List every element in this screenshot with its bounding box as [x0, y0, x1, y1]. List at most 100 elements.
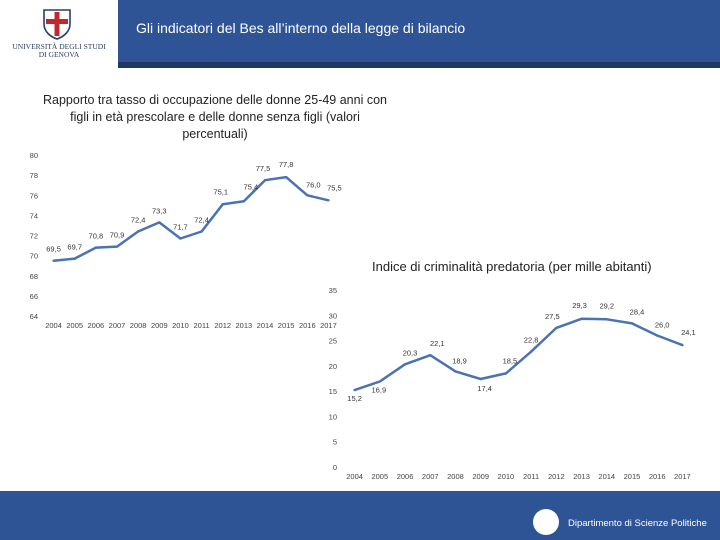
chart1-data-label-8: 75,1 [213, 187, 228, 196]
chart1-point-11 [284, 175, 288, 179]
chart1-x-tick-4: 2008 [130, 321, 147, 330]
university-name-line2: DI GENOVA [38, 50, 80, 59]
chart2-x-tick-13: 2017 [674, 472, 691, 481]
chart2-y-tick-5: 25 [329, 337, 337, 346]
chart1-point-10 [263, 178, 267, 182]
university-logo[interactable]: UNIVERSITÀ DEGLI STUDI DI GENOVA [0, 0, 118, 68]
chart1-point-7 [200, 230, 203, 233]
chart1-y-tick-2: 68 [30, 272, 38, 281]
chart2-y-tick-6: 30 [329, 311, 337, 320]
chart2-data-label-4: 18,9 [452, 356, 467, 365]
chart2-y-tick-2: 10 [329, 412, 337, 421]
chart2-point-2 [403, 363, 407, 366]
chart1-data-label-2: 70,8 [89, 232, 104, 241]
chart2-data-label-3: 22,1 [430, 339, 445, 348]
chart1-occupazione: 64 66 68 70 72 74 76 78 80 2004 2005 2006 2007 2008 20… [30, 151, 342, 330]
footer [0, 491, 720, 540]
chart1-data-label-7: 72,4 [194, 215, 209, 224]
chart1-y-tick-6: 76 [30, 191, 38, 200]
chart2-x-tick-8: 2012 [548, 472, 565, 481]
chart2-point-10 [605, 318, 608, 321]
chart1-y-tick-8: 80 [30, 151, 38, 160]
chart1-data-label-0: 69,5 [46, 245, 61, 254]
chart2-data-label-5: 17,4 [477, 384, 492, 393]
chart1-y-tick-0: 64 [30, 312, 38, 321]
header: UNIVERSITÀ DEGLI STUDI DI GENOVA Gli ind… [0, 0, 720, 68]
chart2-x-tick-0: 2004 [346, 472, 363, 481]
chart2-y-tick-0: 0 [333, 463, 337, 472]
chart1-data-label-4: 72,4 [131, 215, 146, 224]
university-crest-icon [43, 9, 71, 40]
chart1-x-tick-3: 2007 [109, 321, 126, 330]
chart2-x-tick-7: 2011 [523, 472, 539, 481]
chart1-y-tick-1: 66 [30, 292, 38, 301]
chart1-series-line [53, 175, 329, 262]
chart2-point-8 [555, 326, 558, 330]
chart2-series-line [354, 317, 683, 392]
chart2-y-tick-7: 35 [329, 286, 337, 295]
chart1-data-label-6: 71,7 [173, 223, 188, 232]
chart2-x-tick-3: 2007 [422, 472, 439, 481]
chart1-x-tick-2: 2006 [88, 321, 105, 330]
chart1-x-tick-11: 2015 [278, 321, 295, 330]
chart2-x-tick-4: 2008 [447, 472, 464, 481]
chart2-data-label-12: 26,0 [655, 321, 670, 330]
chart2-x-tick-11: 2015 [624, 472, 641, 481]
chart2-title: Indice di criminalità predatoria (per mi… [372, 259, 652, 274]
chart2-x-tick-6: 2010 [498, 472, 515, 481]
chart1-y-tick-4: 72 [30, 232, 38, 241]
chart1-title: Rapporto tra tasso di occupazione delle … [43, 93, 387, 141]
chart1-data-label-3: 70,9 [110, 231, 125, 240]
chart1-data-label-11: 77,8 [279, 160, 294, 169]
chart1-x-tick-13: 2017 [320, 321, 337, 330]
chart2-data-label-9: 29,3 [572, 301, 587, 310]
chart1-x-tick-6: 2010 [172, 321, 189, 330]
chart2-data-label-8: 27,5 [545, 312, 560, 321]
chart2-data-label-10: 29,2 [599, 301, 614, 310]
chart2-point-11 [630, 322, 634, 325]
chart2-x-tick-12: 2016 [649, 472, 666, 481]
chart1-point-9 [242, 200, 246, 203]
chart1-x-tick-0: 2004 [45, 321, 62, 330]
chart2-x-tick-10: 2014 [598, 472, 615, 481]
chart1-data-label-9: 75,4 [244, 182, 259, 191]
chart2-point-5 [479, 377, 482, 381]
chart2-data-label-2: 20,3 [403, 348, 418, 357]
chart1-point-5 [158, 221, 161, 224]
department-label: Dipartimento di Scienze Politiche [568, 518, 707, 529]
chart2-point-4 [454, 370, 457, 373]
chart1-point-4 [136, 230, 140, 233]
chart2-data-label-1: 16,9 [372, 386, 387, 395]
university-name: UNIVERSITÀ DEGLI STUDI DI GENOVA [4, 43, 114, 59]
chart2-y-tick-3: 15 [329, 387, 337, 396]
chart1-point-8 [221, 203, 224, 206]
chart1-x-tick-8: 2012 [214, 321, 231, 330]
chart1-x-tick-5: 2009 [151, 321, 168, 330]
chart2-criminalita: 0 5 10 15 20 25 30 35 2004 2005 2006 2007 2008 2009 20… [329, 286, 696, 481]
chart2-data-label-11: 28,4 [630, 307, 645, 316]
chart2-point-6 [504, 372, 508, 375]
chart1-x-tick-9: 2013 [236, 321, 253, 330]
chart1-data-label-1: 69,7 [67, 243, 82, 252]
chart1-x-tick-7: 2011 [194, 321, 210, 330]
chart1-data-label-12: 76,0 [306, 180, 321, 189]
chart2-data-label-6: 18,5 [503, 356, 518, 365]
university-name-line1: UNIVERSITÀ DEGLI STUDI [12, 42, 106, 51]
chart1-data-label-5: 73,3 [152, 206, 167, 215]
chart1-x-tick-12: 2016 [299, 321, 316, 330]
chart1-point-3 [115, 245, 119, 248]
chart2-x-tick-9: 2013 [573, 472, 590, 481]
chart1-point-13 [327, 199, 330, 202]
chart2-y-tick-4: 20 [329, 362, 337, 371]
slide-title: Gli indicatori del Bes all’interno della… [136, 20, 466, 36]
header-separator [118, 62, 720, 68]
department-seal-icon [533, 509, 559, 535]
header-band [118, 0, 720, 62]
chart2-x-tick-5: 2009 [472, 472, 489, 481]
chart1-data-label-13: 75,5 [327, 183, 342, 192]
chart2-point-9 [580, 317, 583, 321]
chart2-point-12 [655, 334, 659, 337]
chart1-x-tick-10: 2014 [257, 321, 274, 330]
chart2-data-label-13: 24,1 [681, 328, 696, 337]
